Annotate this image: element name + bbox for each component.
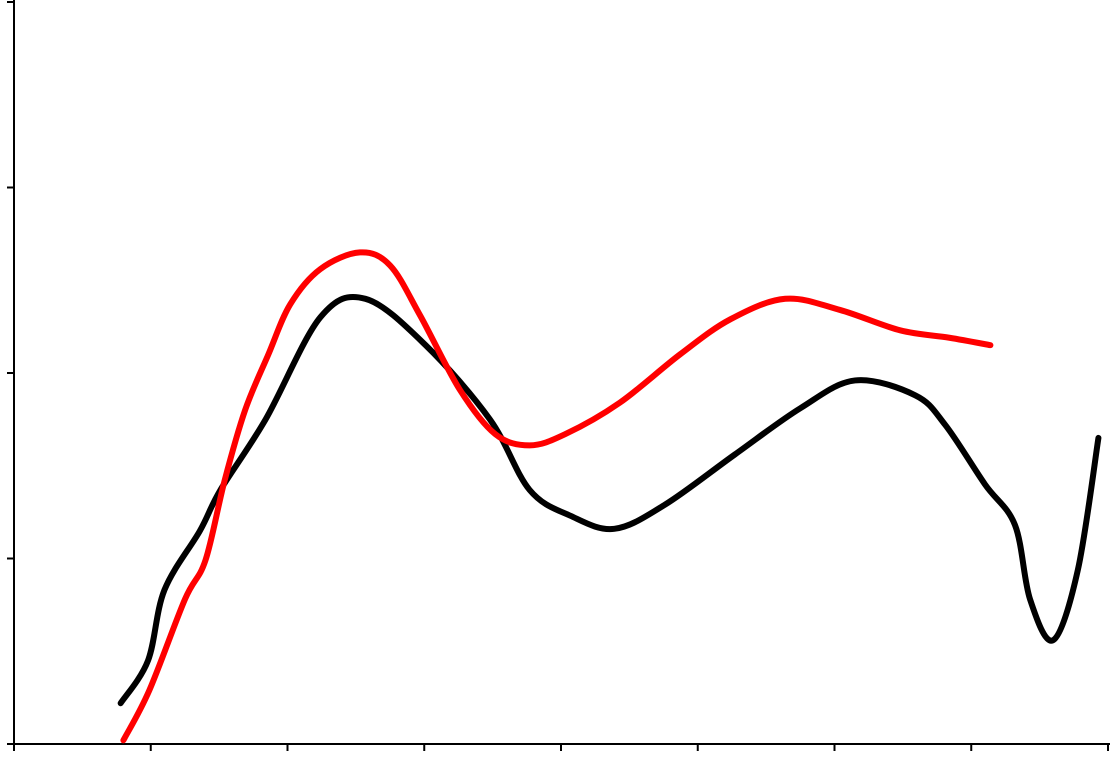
line-series [120, 249, 994, 744]
